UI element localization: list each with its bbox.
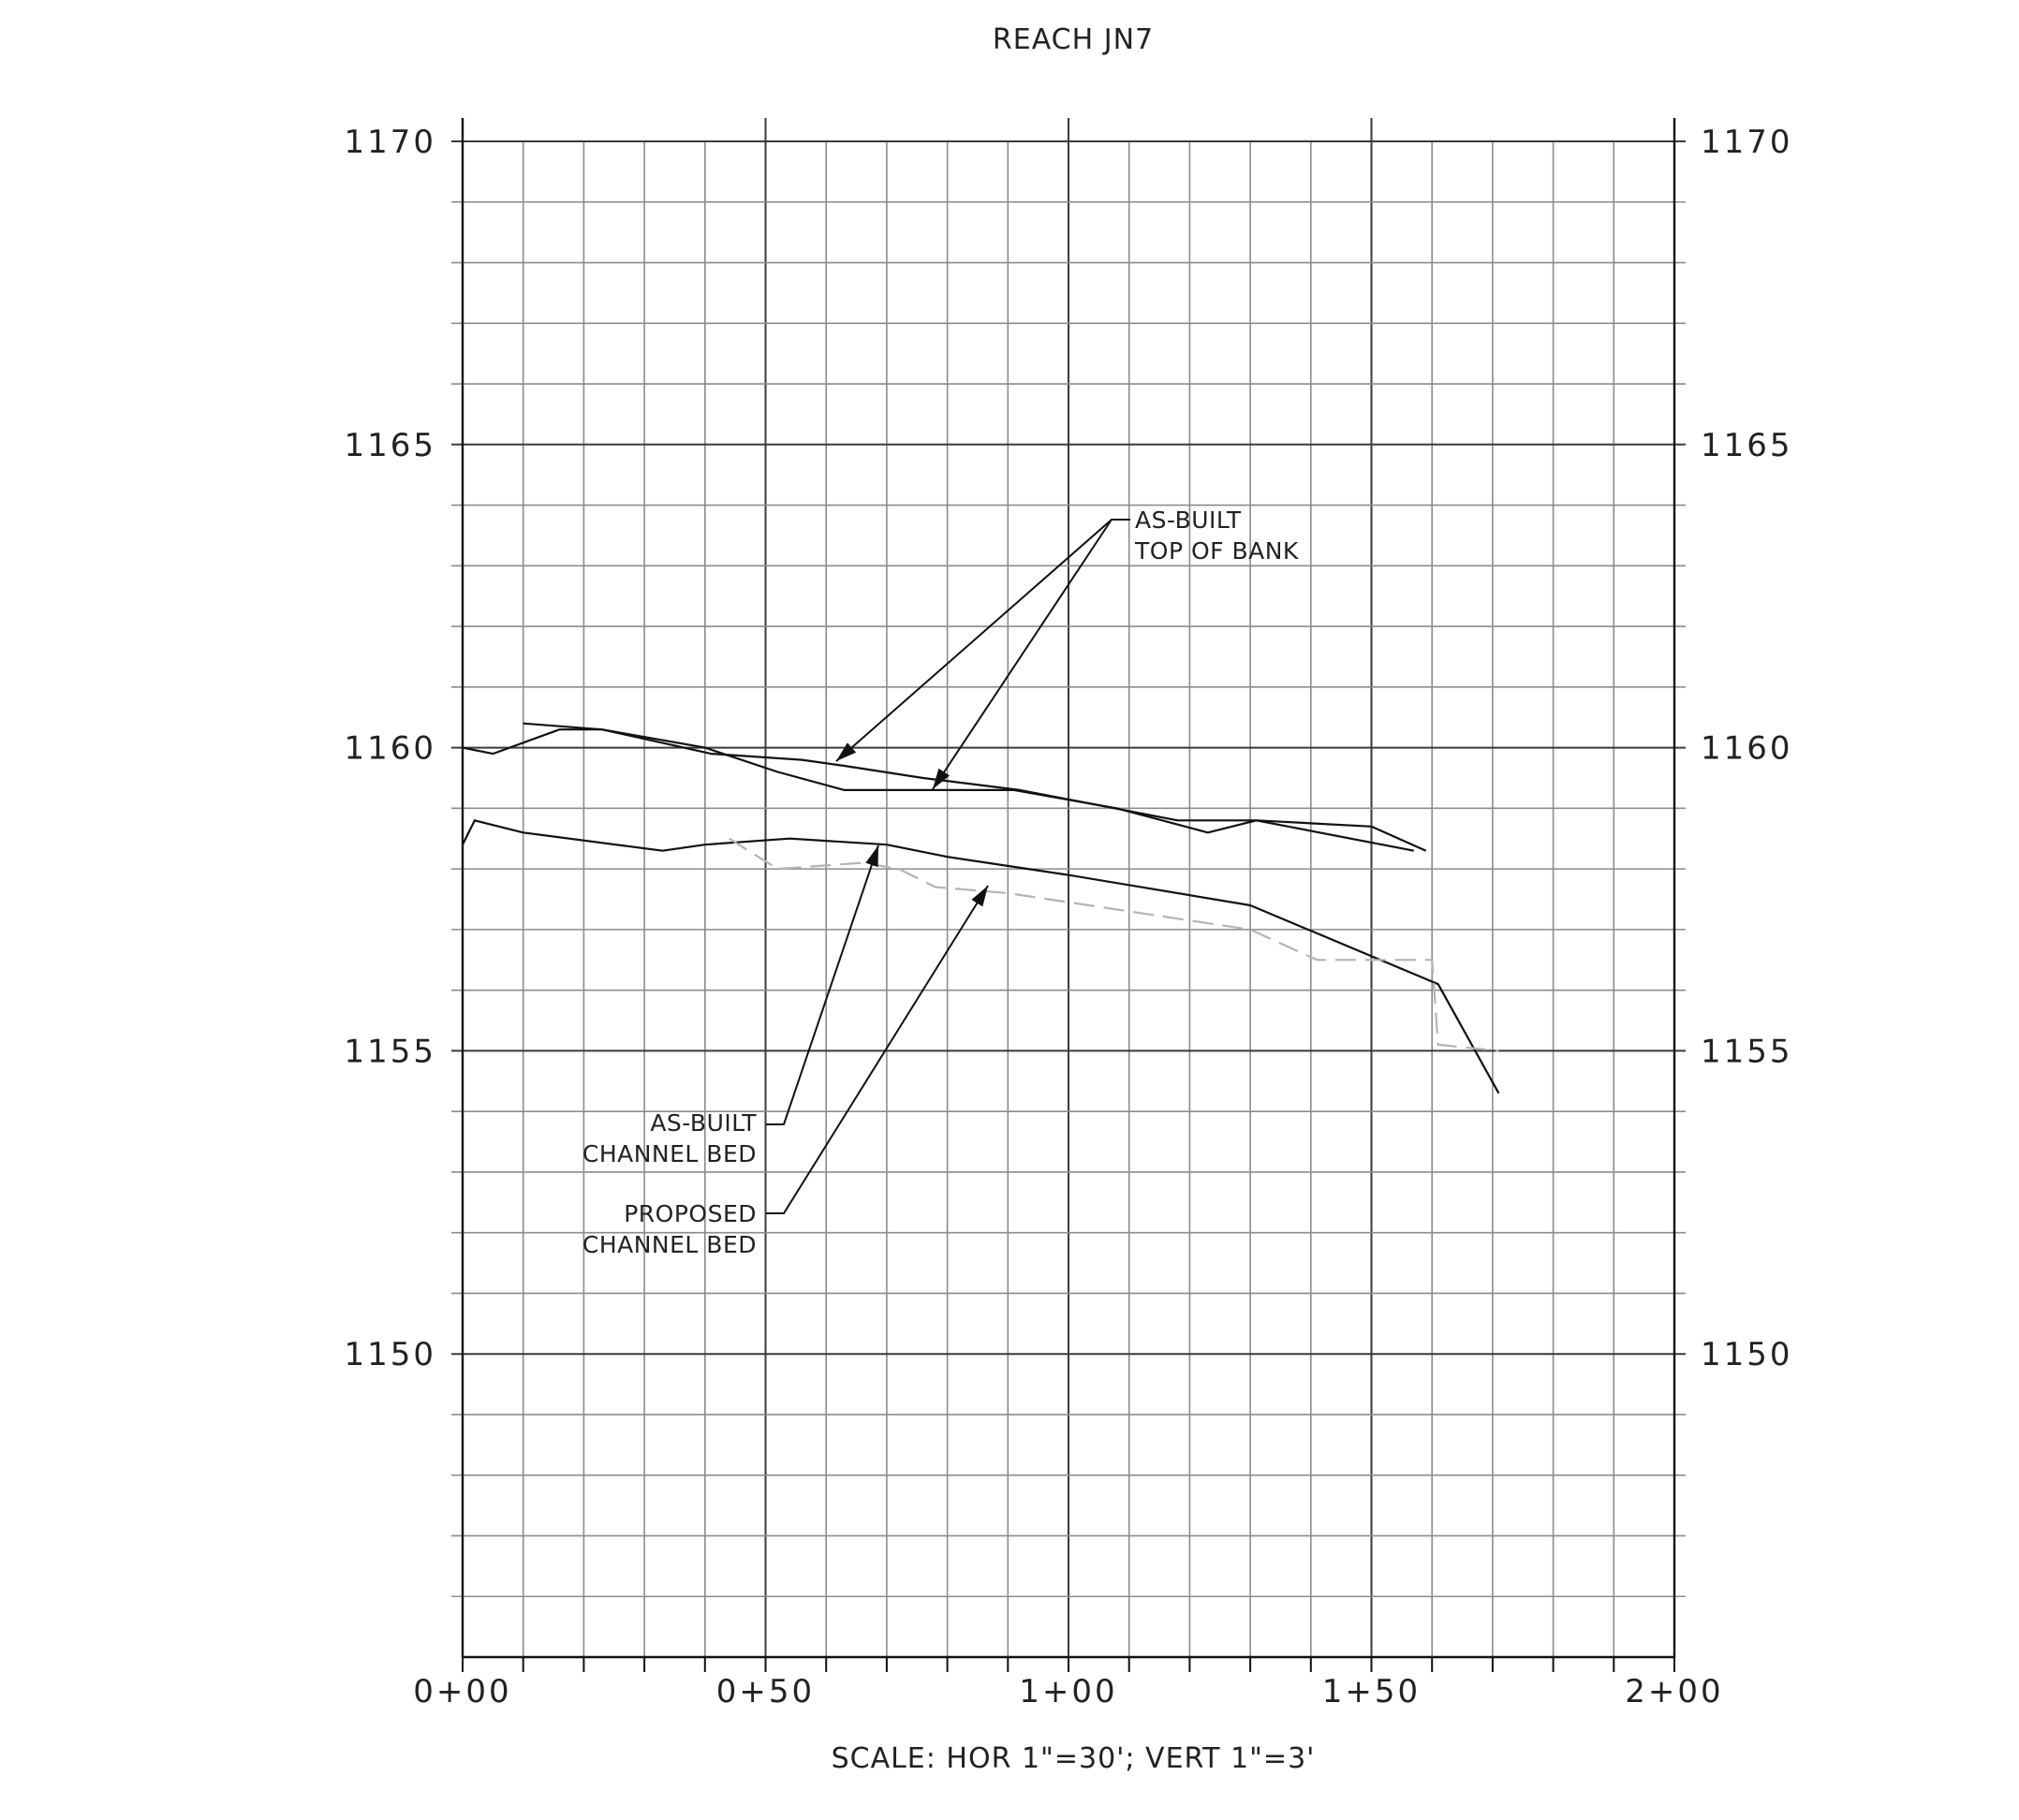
y-tick-label-left: 1155 — [344, 1033, 436, 1070]
y-tick-label-right: 1160 — [1701, 730, 1793, 768]
y-tick-label-left: 1170 — [344, 124, 436, 161]
axes — [461, 118, 1676, 1672]
annotation-leaders — [766, 519, 1130, 1214]
annotation-top-of-bank-line2: TOP OF BANK — [1134, 537, 1299, 565]
leader-arrowhead — [865, 845, 878, 868]
x-tick-label: 1+50 — [1322, 1673, 1421, 1710]
y-tick-label-left: 1165 — [344, 427, 436, 464]
annotation-proposed-bed-line2: CHANNEL BED — [582, 1231, 757, 1258]
y-tick-label-right: 1150 — [1701, 1336, 1793, 1373]
tick-labels: 0+00 0+50 1+00 1+50 2+00 1150 1150 1155 1155 1160… — [344, 124, 1793, 1710]
series-line-2 — [523, 722, 1415, 852]
leader-arrowhead — [971, 886, 988, 907]
series-line-4 — [729, 837, 1499, 1052]
x-tick-label: 0+00 — [413, 1673, 511, 1710]
annotation-asbuilt-bed-line1: AS-BUILT — [650, 1109, 757, 1137]
series-lines — [462, 722, 1500, 1094]
series-line-1 — [462, 728, 1427, 852]
leader-asbuilt-bed — [766, 844, 879, 1125]
grid — [451, 118, 1686, 1659]
y-tick-label-left: 1150 — [344, 1336, 436, 1373]
x-tick-label: 1+00 — [1019, 1673, 1117, 1710]
leader-proposed-bed — [766, 885, 989, 1214]
y-tick-label-right: 1165 — [1701, 427, 1793, 464]
annotation-asbuilt-bed-line2: CHANNEL BED — [582, 1140, 757, 1167]
x-axis-label: SCALE: HOR 1"=30'; VERT 1"=3' — [832, 1742, 1316, 1775]
leader-top-of-bank-b — [932, 519, 1113, 790]
annotation-top-of-bank-line1: AS-BUILT — [1135, 506, 1242, 534]
chart-title: REACH JN7 — [993, 23, 1154, 56]
annotation-proposed-bed-line1: PROPOSED — [624, 1200, 757, 1227]
y-tick-label-right: 1170 — [1701, 124, 1793, 161]
leader-top-of-bank-a — [835, 519, 1130, 762]
x-tick-label: 2+00 — [1625, 1673, 1723, 1710]
x-tick-label: 0+50 — [716, 1673, 815, 1710]
series-line-3 — [462, 819, 1500, 1094]
leader-arrowhead — [933, 768, 950, 789]
y-tick-label-left: 1160 — [344, 730, 436, 768]
y-tick-label-right: 1155 — [1701, 1033, 1793, 1070]
leader-arrowhead — [836, 742, 857, 761]
